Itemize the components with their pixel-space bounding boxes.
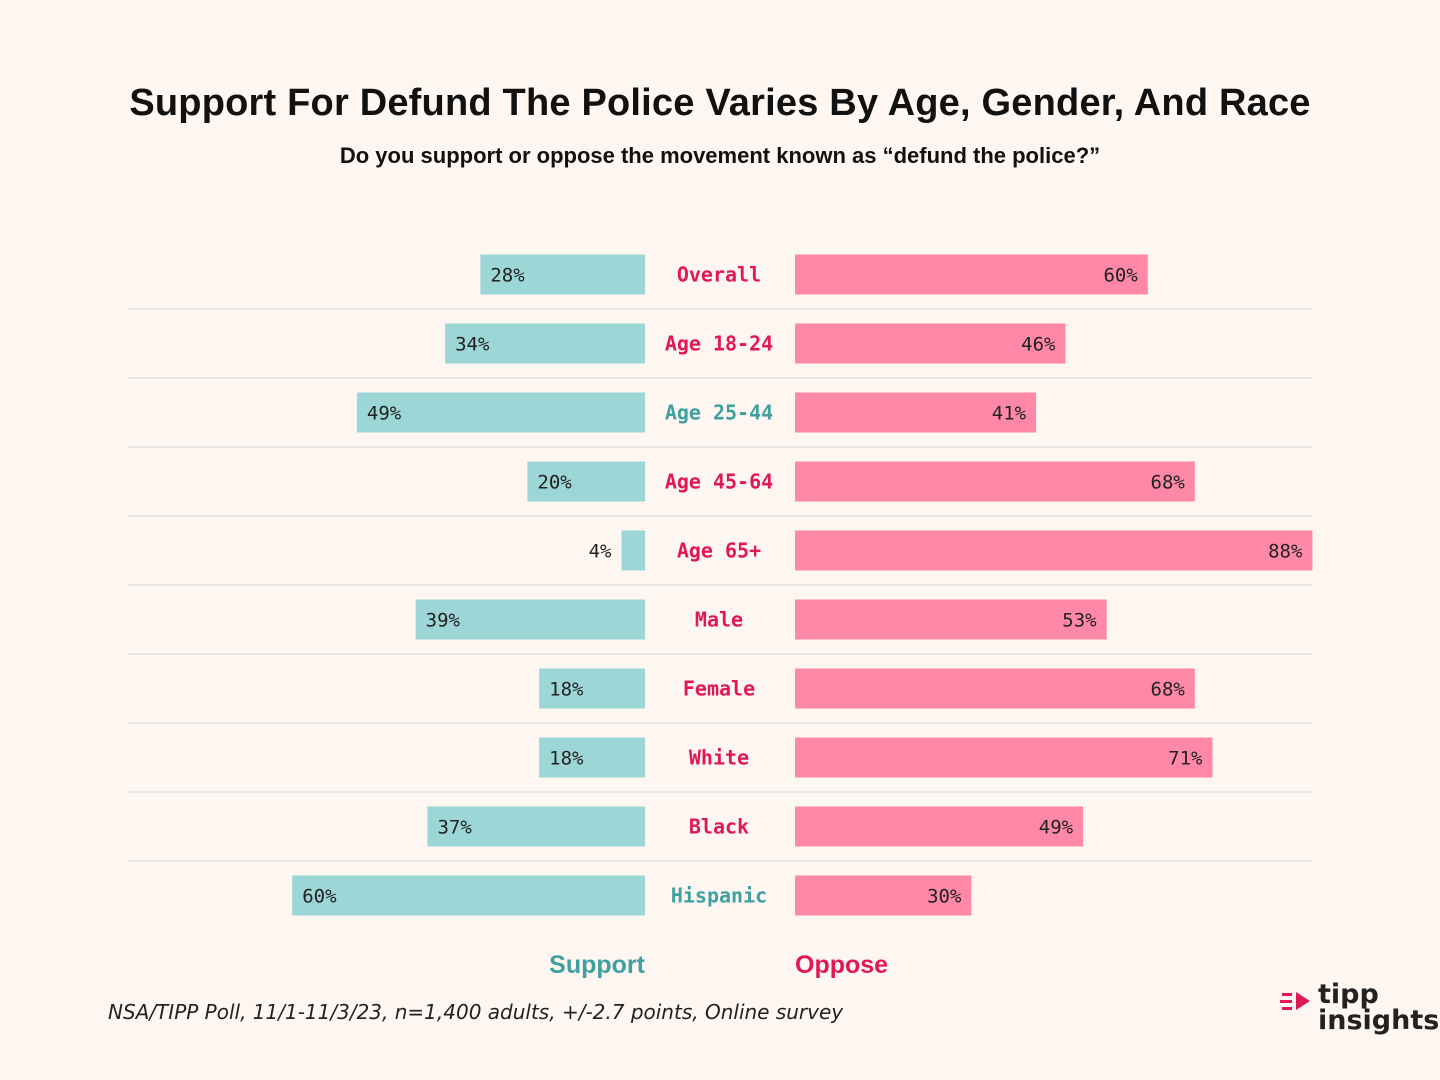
- support-bar-male: [415, 599, 645, 640]
- support-value-label: 37%: [437, 817, 472, 839]
- oppose-bar-hispanic: [795, 875, 972, 916]
- category-label: Overall: [677, 263, 761, 287]
- tipp-insights-logo: tipp insights: [1280, 981, 1439, 1035]
- oppose-bar-male: [795, 599, 1107, 640]
- chart-title: Support For Defund The Police Varies By …: [129, 82, 1311, 124]
- support-bar-female: [539, 668, 645, 709]
- oppose-bar-female: [795, 668, 1195, 709]
- oppose-value-label: 71%: [1168, 748, 1203, 770]
- support-bar-age-18-24: [445, 323, 645, 364]
- oppose-value-label: 41%: [992, 403, 1027, 425]
- support-value-label: 28%: [490, 265, 525, 287]
- logo-text-tipp: tipp: [1318, 979, 1379, 1010]
- chart-subtitle: Do you support or oppose the movement kn…: [339, 143, 1101, 168]
- oppose-bar-age-25-44: [795, 392, 1037, 433]
- support-value-label: 18%: [549, 679, 584, 701]
- oppose-value-label: 46%: [1021, 334, 1056, 356]
- support-bar-hispanic: [292, 875, 645, 916]
- legend-support: Support: [549, 951, 645, 979]
- oppose-bar-black: [795, 806, 1084, 847]
- oppose-bar-age-18-24: [795, 323, 1066, 364]
- oppose-bar-white: [795, 737, 1213, 778]
- support-value-label: 20%: [537, 472, 572, 494]
- support-bar-black: [427, 806, 645, 847]
- logo-arrow-icon: [1280, 992, 1310, 1010]
- oppose-value-label: 68%: [1151, 472, 1186, 494]
- oppose-bar-age-45-64: [795, 461, 1195, 502]
- support-bar-white: [539, 737, 645, 778]
- oppose-value-label: 49%: [1039, 817, 1074, 839]
- support-bar-age-65-: [621, 530, 645, 571]
- support-value-label: 60%: [302, 886, 337, 908]
- support-bar-age-25-44: [356, 392, 645, 433]
- oppose-bar-overall: [795, 254, 1148, 295]
- support-value-label: 18%: [549, 748, 584, 770]
- category-label: Black: [689, 815, 749, 839]
- oppose-value-label: 88%: [1268, 541, 1303, 563]
- support-value-label: 49%: [367, 403, 402, 425]
- category-label: Age 25-44: [665, 401, 773, 425]
- category-label: Age 45-64: [665, 470, 773, 494]
- source-note: NSA/TIPP Poll, 11/1-11/3/23, n=1,400 adu…: [108, 1000, 844, 1024]
- logo-text-insights: insights: [1318, 1005, 1440, 1036]
- category-label: White: [689, 746, 749, 770]
- support-value-label: 4%: [589, 541, 612, 563]
- support-value-label: 39%: [426, 610, 461, 632]
- category-label: Age 65+: [677, 539, 761, 563]
- support-bar-age-45-64: [527, 461, 645, 502]
- oppose-value-label: 68%: [1151, 679, 1186, 701]
- oppose-value-label: 60%: [1103, 265, 1138, 287]
- category-label: Male: [695, 608, 743, 632]
- oppose-value-label: 30%: [927, 886, 962, 908]
- support-bar-overall: [480, 254, 645, 295]
- category-label: Hispanic: [671, 884, 767, 908]
- category-label: Age 18-24: [665, 332, 773, 356]
- legend-oppose: Oppose: [795, 951, 888, 979]
- oppose-value-label: 53%: [1062, 610, 1097, 632]
- oppose-bar-age-65-: [795, 530, 1313, 571]
- support-value-label: 34%: [455, 334, 490, 356]
- category-label: Female: [683, 677, 755, 701]
